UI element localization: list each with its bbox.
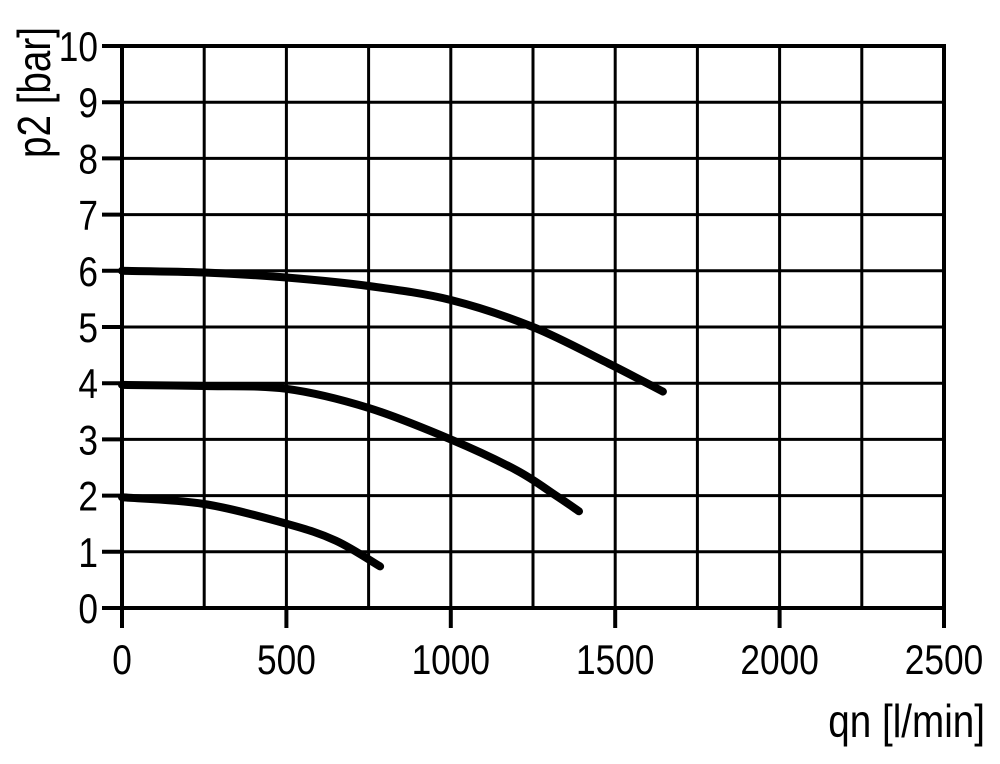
y-tick-label: 1 — [78, 530, 98, 577]
flow-curve-2 — [118, 380, 583, 516]
x-tick-label: 1500 — [576, 637, 654, 684]
x-axis-title: qn [l/min] — [828, 696, 985, 747]
y-tick-label: 5 — [78, 305, 98, 352]
flow-curves — [118, 266, 667, 571]
y-axis-title: p2 [bar] — [9, 27, 60, 158]
y-tick-label: 4 — [78, 361, 98, 408]
y-tick-label: 9 — [78, 80, 98, 127]
x-tick-label: 500 — [257, 637, 316, 684]
y-tick-labels: 0 1 2 3 4 5 6 7 8 9 10 — [59, 24, 98, 633]
flow-curve-1 — [118, 266, 667, 396]
x-tick-label: 2500 — [905, 637, 983, 684]
x-tick-label: 0 — [112, 637, 132, 684]
axis-ticks — [102, 44, 946, 628]
y-tick-label: 10 — [59, 24, 98, 71]
y-tick-label: 6 — [78, 249, 98, 296]
y-tick-label: 8 — [78, 137, 98, 184]
flow-curve-3 — [118, 493, 385, 571]
y-tick-label: 0 — [78, 586, 98, 633]
x-tick-label: 1000 — [412, 637, 490, 684]
x-tick-labels: 0 500 1000 1500 2000 2500 — [112, 637, 983, 684]
x-tick-label: 2000 — [740, 637, 818, 684]
y-tick-label: 2 — [78, 474, 98, 521]
y-tick-label: 7 — [78, 193, 98, 240]
y-tick-label: 3 — [78, 418, 98, 465]
